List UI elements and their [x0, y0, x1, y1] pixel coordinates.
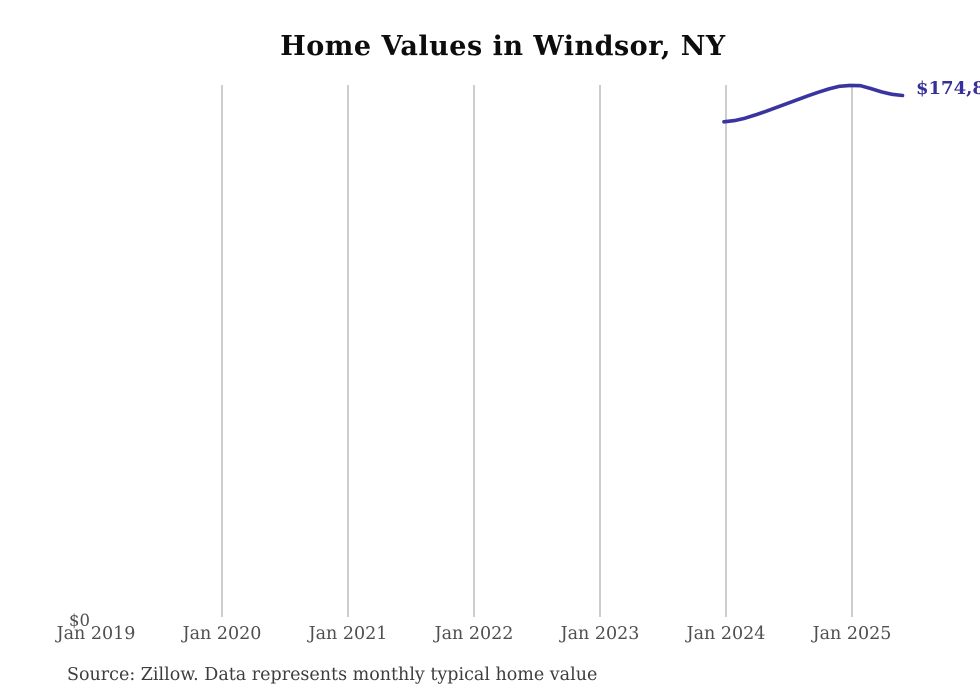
source-note: Source: Zillow. Data represents monthly … [67, 665, 598, 685]
chart-title: Home Values in Windsor, NY [280, 31, 726, 62]
x-axis-tick-label: Jan 2022 [434, 624, 514, 644]
x-axis-tick-label: Jan 2025 [812, 624, 892, 644]
x-axis-tick-label: Jan 2023 [560, 624, 640, 644]
x-axis-tick-label: Jan 2020 [182, 624, 262, 644]
value-line-path [722, 83, 905, 124]
y-axis-zero-label: $0 [69, 611, 90, 630]
year-gridline [473, 85, 475, 617]
x-axis-tick-label: Jan 2024 [686, 624, 766, 644]
year-gridline [347, 85, 349, 617]
year-gridline [725, 85, 727, 617]
x-axis-tick-label: Jan 2021 [308, 624, 388, 644]
last-value-label: $174,8 [916, 78, 980, 99]
x-axis-tick-label: Jan 2019 [56, 624, 136, 644]
year-gridline [851, 85, 853, 617]
year-gridline [599, 85, 601, 617]
year-gridline [221, 85, 223, 617]
